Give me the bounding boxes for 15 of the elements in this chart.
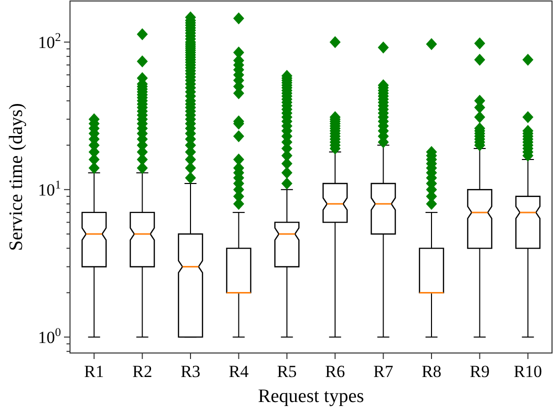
x-axis-title: Request types xyxy=(258,386,364,407)
y-tick-label: 10$^{1}$ xyxy=(38,178,62,200)
y-axis-title: Service time (days) xyxy=(6,103,27,251)
x-tick-label: R4 xyxy=(228,362,250,381)
x-tick-label: R9 xyxy=(470,362,490,381)
x-tick-label: R10 xyxy=(514,362,542,381)
x-tick-label: R2 xyxy=(132,362,152,381)
y-tick-label: 10$^{2}$ xyxy=(38,30,62,52)
x-tick-label: R5 xyxy=(276,362,297,381)
x-tick-label: R3 xyxy=(180,362,200,381)
y-tick-label: 10$^{0}$ xyxy=(38,325,62,348)
x-tick-label: R8 xyxy=(422,362,442,381)
x-tick-label: R7 xyxy=(373,362,394,381)
x-tick-label: R6 xyxy=(325,362,346,381)
x-tick-label: R1 xyxy=(84,362,104,381)
